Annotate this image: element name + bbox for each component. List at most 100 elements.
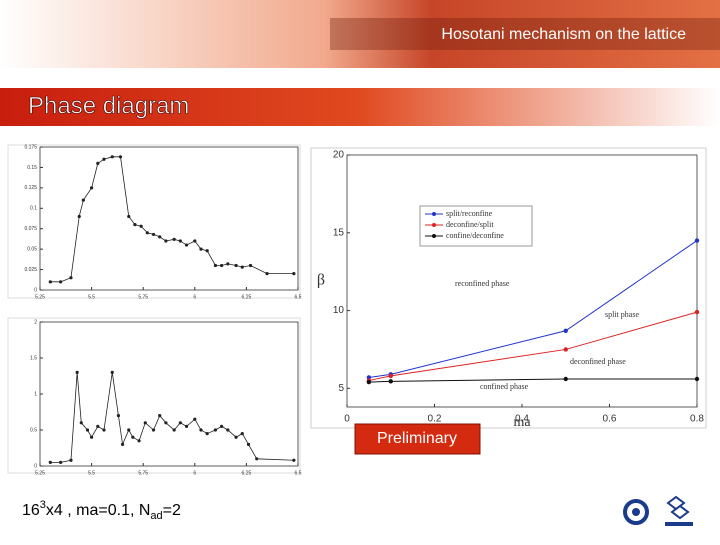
x-tick-label: 0 [344, 414, 350, 425]
footnote-part: =2 [163, 502, 181, 519]
point [75, 370, 79, 374]
annotation: split phase [605, 310, 639, 319]
point [366, 375, 372, 380]
footnote-part: x4 , ma=0.1, N [46, 502, 151, 519]
point [226, 428, 230, 432]
y-tick-label: 20 [333, 150, 345, 161]
point [110, 155, 114, 159]
y-tick-label: 10 [333, 305, 345, 316]
panel [7, 144, 301, 299]
point [118, 155, 123, 159]
point [694, 376, 700, 382]
point [184, 243, 189, 247]
header-shade [330, 18, 720, 50]
x-tick-label: 0.2 [428, 414, 442, 425]
footnote: 163x4 , ma=0.1, Nad=2 [22, 499, 181, 522]
x-tick-label: 5.75 [138, 470, 148, 476]
x-tick-label: 5.25 [35, 470, 45, 476]
point [172, 237, 176, 241]
point [90, 435, 94, 439]
legend-marker [432, 223, 436, 227]
point [694, 309, 700, 315]
legend-box [419, 205, 533, 247]
point [234, 263, 238, 268]
point [292, 272, 296, 276]
point [213, 263, 218, 268]
annotation: reconfined phase [455, 279, 510, 288]
point [85, 428, 90, 432]
plot-frame [39, 146, 299, 291]
x-tick-label: 6.25 [242, 470, 252, 476]
point [164, 239, 168, 243]
footnote-part: 16 [22, 502, 40, 519]
x-tick-label: 5.75 [138, 294, 148, 300]
y-tick-label: 5 [338, 383, 344, 394]
x-tick-label: 6 [193, 470, 196, 476]
logo [623, 495, 693, 526]
point [79, 421, 83, 425]
footnote-sup: 3 [40, 499, 46, 511]
point [563, 347, 568, 352]
point [81, 198, 85, 202]
point [184, 424, 189, 428]
point [265, 272, 269, 276]
y-tick-label: 0 [34, 287, 37, 293]
point [120, 442, 125, 446]
point [199, 247, 203, 251]
point [158, 414, 162, 418]
point [178, 239, 182, 243]
point [213, 428, 218, 432]
point [59, 280, 63, 284]
point [234, 435, 238, 439]
point [388, 379, 393, 384]
point [48, 280, 52, 284]
point [388, 373, 393, 379]
point [131, 435, 135, 439]
legend-marker [432, 212, 436, 216]
point [133, 223, 137, 227]
y-tick-label: 0.075 [24, 226, 37, 232]
y-tick-label: 0.1 [30, 206, 37, 212]
x-axis-label: ma [513, 415, 531, 430]
point [90, 186, 94, 190]
series-line [368, 311, 698, 382]
annotation: deconfined phase [570, 357, 626, 366]
y-tick-label: 1 [34, 391, 37, 397]
point [145, 231, 149, 235]
point [205, 432, 209, 436]
point [220, 263, 224, 268]
x-tick-label: 5.5 [88, 294, 95, 300]
x-tick-label: 0.8 [690, 414, 704, 425]
x-tick-label: 5.25 [35, 294, 45, 300]
point [69, 458, 73, 462]
point [59, 460, 63, 464]
point [248, 263, 253, 268]
point [158, 235, 162, 239]
header-band [0, 0, 720, 68]
y-tick-label: 0.05 [27, 246, 37, 252]
panel [7, 317, 301, 474]
x-tick-label: 6.5 [295, 294, 302, 300]
point [164, 421, 168, 425]
y-tick-label: 0 [34, 463, 37, 469]
point [563, 328, 568, 333]
y-tick-label: 0.175 [24, 144, 37, 150]
title: Phase diagram [28, 92, 189, 119]
badge: Preliminary [377, 430, 457, 447]
point [240, 432, 244, 436]
point [246, 442, 251, 446]
footnote-sub: ad [150, 510, 162, 522]
point [199, 428, 203, 432]
point [172, 428, 176, 432]
legend-label: deconfine/split [446, 220, 494, 229]
point [127, 214, 131, 219]
y-tick-label: 0.125 [24, 185, 37, 191]
annotation: confined phase [480, 382, 529, 391]
point [48, 460, 52, 464]
point [102, 428, 106, 432]
point [178, 421, 182, 425]
x-tick-label: 5.5 [88, 470, 95, 476]
point [143, 421, 147, 425]
